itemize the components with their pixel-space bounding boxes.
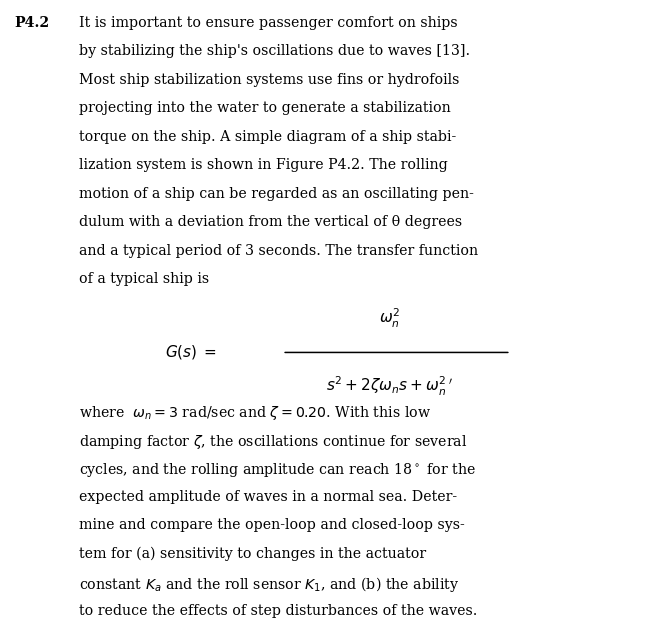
Text: motion of a ship can be regarded as an oscillating pen-: motion of a ship can be regarded as an o… — [79, 187, 474, 200]
Text: and a typical period of 3 seconds. The transfer function: and a typical period of 3 seconds. The t… — [79, 244, 478, 257]
Text: expected amplitude of waves in a normal sea. Deter-: expected amplitude of waves in a normal … — [79, 490, 458, 504]
Text: $G(s)\;=$: $G(s)\;=$ — [165, 344, 216, 361]
Text: by stabilizing the ship's oscillations due to waves [13].: by stabilizing the ship's oscillations d… — [79, 44, 470, 58]
Text: torque on the ship. A simple diagram of a ship stabi-: torque on the ship. A simple diagram of … — [79, 130, 456, 143]
Text: $s^2 + 2\zeta\omega_n s + \omega_n^2$$\,'$: $s^2 + 2\zeta\omega_n s + \omega_n^2$$\,… — [326, 375, 454, 399]
Text: cycles, and the rolling amplitude can reach 18$^\circ$ for the: cycles, and the rolling amplitude can re… — [79, 461, 476, 480]
Text: of a typical ship is: of a typical ship is — [79, 272, 210, 286]
Text: Most ship stabilization systems use fins or hydrofoils: Most ship stabilization systems use fins… — [79, 73, 460, 86]
Text: where  $\omega_n = 3$ rad/sec and $\zeta = 0.20$. With this low: where $\omega_n = 3$ rad/sec and $\zeta … — [79, 404, 431, 423]
Text: to reduce the effects of step disturbances of the waves.: to reduce the effects of step disturbanc… — [79, 603, 478, 618]
Text: constant $K_a$ and the roll sensor $K_1$, and (b) the ability: constant $K_a$ and the roll sensor $K_1$… — [79, 575, 460, 594]
Text: lization system is shown in Figure P4.2. The rolling: lization system is shown in Figure P4.2.… — [79, 158, 448, 172]
Text: damping factor $\zeta$, the oscillations continue for several: damping factor $\zeta$, the oscillations… — [79, 433, 468, 451]
Text: tem for (a) sensitivity to changes in the actuator: tem for (a) sensitivity to changes in th… — [79, 546, 427, 561]
Text: It is important to ensure passenger comfort on ships: It is important to ensure passenger comf… — [79, 16, 458, 29]
Text: dulum with a deviation from the vertical of θ degrees: dulum with a deviation from the vertical… — [79, 215, 462, 229]
Text: P4.2: P4.2 — [15, 16, 50, 29]
Text: $\omega_n^2$: $\omega_n^2$ — [379, 306, 401, 330]
Text: mine and compare the open-loop and closed-loop sys-: mine and compare the open-loop and close… — [79, 518, 465, 532]
Text: projecting into the water to generate a stabilization: projecting into the water to generate a … — [79, 101, 451, 115]
